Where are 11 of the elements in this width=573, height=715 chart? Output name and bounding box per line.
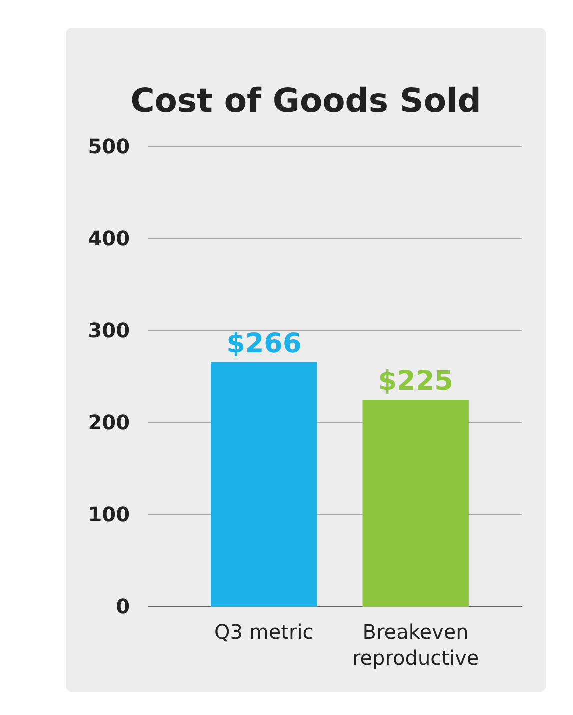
x-tick-label: Q3 metric	[214, 620, 314, 644]
y-tick-label: 0	[116, 594, 130, 618]
y-tick-label: 200	[88, 410, 130, 434]
data-label: $225	[378, 366, 454, 397]
y-tick-label: 100	[88, 502, 130, 526]
y-tick-label: 400	[88, 226, 130, 250]
y-tick-label: 300	[88, 318, 130, 342]
chart-title: Cost of Goods Sold	[130, 81, 482, 120]
y-tick-label: 500	[88, 134, 130, 158]
data-label: $266	[226, 328, 302, 360]
x-tick-label: Breakeven reproductive	[352, 620, 480, 670]
